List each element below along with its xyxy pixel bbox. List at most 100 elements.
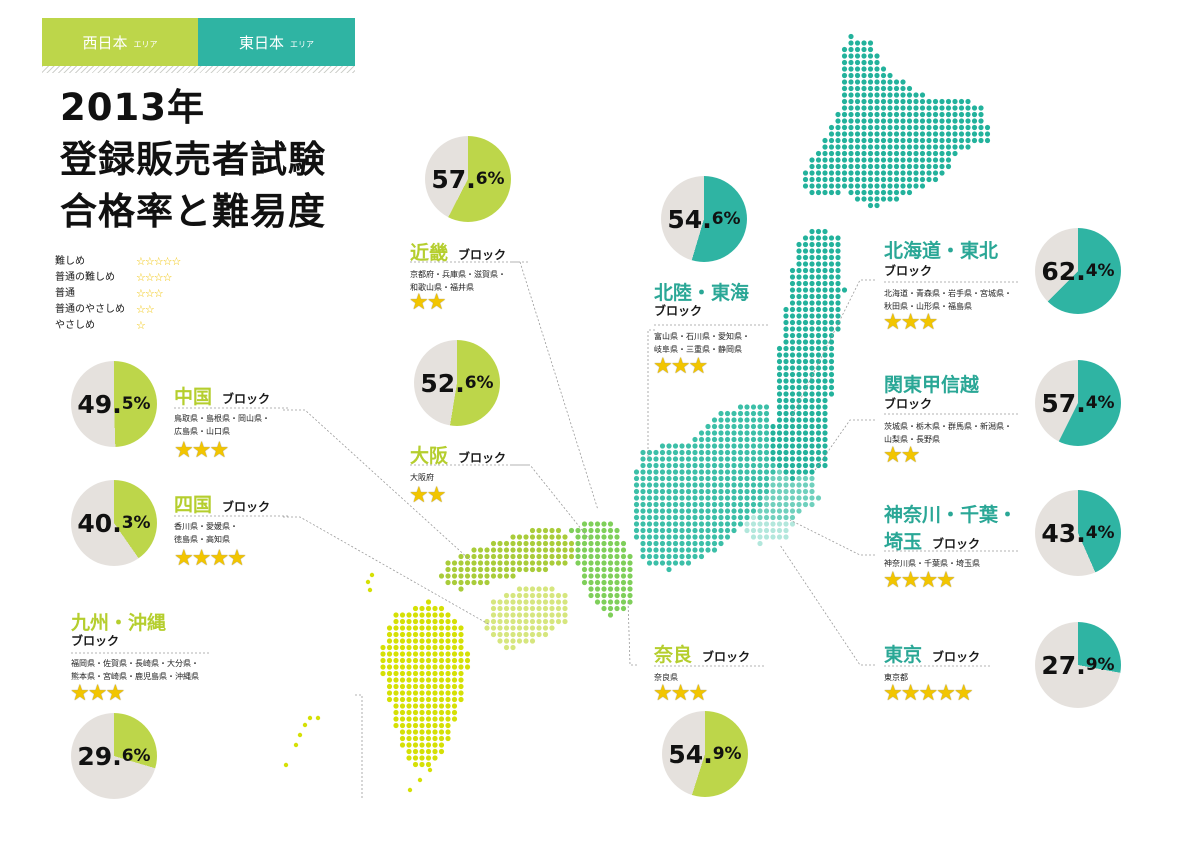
map-dot	[757, 410, 763, 417]
map-dot	[854, 40, 861, 46]
map-dot	[685, 469, 692, 475]
map-dot	[809, 306, 815, 313]
map-dot	[633, 469, 640, 475]
map-dot	[822, 137, 828, 144]
map-dot	[757, 436, 763, 443]
map-dot	[718, 430, 724, 436]
map-dot	[835, 157, 841, 163]
map-dot	[783, 501, 789, 508]
map-dot	[822, 404, 828, 410]
map-dot	[659, 514, 666, 521]
map-dot	[900, 144, 906, 150]
map-dot	[692, 443, 698, 449]
map-dot	[523, 599, 529, 605]
map-dot	[932, 111, 939, 118]
map-dot	[900, 170, 906, 176]
map-dot	[750, 430, 757, 436]
map-dot	[893, 124, 900, 131]
prefs-nara-line1: 奈良県	[654, 673, 678, 682]
map-dot	[419, 677, 425, 683]
map-dot	[939, 124, 945, 131]
map-dot	[445, 703, 451, 709]
map-dot	[425, 690, 432, 696]
map-dot	[737, 482, 744, 488]
map-dot	[861, 163, 867, 170]
map-dot	[588, 534, 594, 540]
map-dot	[828, 300, 835, 306]
map-dot	[523, 638, 529, 644]
map-dot	[958, 111, 965, 118]
map-dot	[536, 560, 542, 566]
map-dot	[789, 430, 796, 436]
region-name-shikoku: 四国 ブロック	[174, 490, 270, 517]
map-dot	[893, 131, 900, 137]
map-dot	[705, 482, 711, 488]
map-dot	[646, 521, 653, 527]
map-dot	[451, 657, 458, 664]
map-dot	[854, 85, 861, 92]
map-dot	[679, 553, 685, 560]
map-dot	[718, 482, 724, 488]
map-dot	[633, 488, 640, 495]
map-dot	[646, 469, 653, 475]
map-dot	[880, 189, 887, 196]
map-dot	[796, 417, 802, 423]
map-dot	[835, 248, 841, 254]
map-dot	[809, 417, 815, 423]
map-dot	[451, 560, 458, 566]
map-dot	[971, 131, 978, 137]
rate-kanto-int: 57.	[1041, 388, 1086, 418]
map-dot	[763, 469, 770, 475]
map-dot	[789, 475, 796, 482]
map-dot	[809, 423, 815, 430]
map-dot	[906, 189, 913, 196]
map-dot	[536, 618, 542, 625]
tab-west-japan[interactable]: 西日本 エリア	[42, 18, 198, 66]
map-dot	[893, 144, 900, 150]
map-dot	[503, 547, 510, 553]
map-dot	[620, 592, 627, 599]
map-dot	[867, 118, 874, 124]
map-dot	[529, 625, 536, 631]
map-dot	[744, 436, 750, 443]
map-dot	[581, 527, 588, 534]
map-dot	[471, 553, 477, 560]
map-dot	[822, 378, 828, 384]
map-dot	[711, 436, 718, 443]
map-dot	[841, 137, 848, 144]
map-dot	[770, 482, 776, 488]
map-dot	[867, 202, 874, 209]
map-dot	[880, 72, 887, 79]
map-dot	[932, 118, 939, 124]
map-dot	[419, 625, 425, 631]
map-dot	[516, 618, 523, 625]
map-dot	[854, 170, 861, 176]
map-dot	[867, 92, 874, 98]
map-dot	[698, 540, 705, 547]
map-dot	[503, 553, 510, 560]
map-dot	[984, 131, 991, 137]
map-dot	[887, 92, 893, 98]
map-dot	[757, 423, 763, 430]
map-dot	[438, 677, 445, 683]
map-dot	[653, 508, 659, 514]
map-dot	[789, 391, 796, 397]
map-dot	[601, 579, 607, 586]
map-dot	[900, 124, 906, 131]
map-dot	[887, 118, 893, 124]
map-dot	[692, 540, 698, 547]
map-dot	[783, 430, 789, 436]
map-dot	[490, 547, 497, 553]
map-dot	[542, 586, 549, 592]
region-name-shikoku-text: 四国	[174, 494, 213, 516]
map-dot	[809, 345, 815, 352]
map-dot	[419, 748, 425, 755]
map-dot	[685, 521, 692, 527]
tab-east-japan[interactable]: 東日本 エリア	[198, 18, 355, 66]
pie-kyushu	[71, 713, 157, 799]
map-dot	[802, 417, 809, 423]
map-dot	[939, 131, 945, 137]
map-dot	[861, 66, 867, 72]
map-dots	[283, 33, 991, 793]
map-dot	[666, 501, 672, 508]
